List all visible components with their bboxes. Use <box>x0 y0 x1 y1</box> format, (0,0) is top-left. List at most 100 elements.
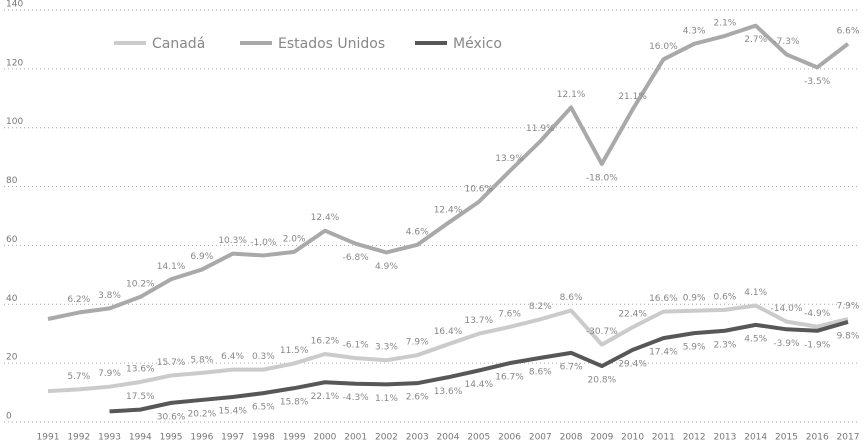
x-tick-label: 2000 <box>313 433 336 443</box>
data-label: 2.3% <box>713 340 736 350</box>
y-tick-label: 20 <box>6 353 18 363</box>
data-label: 14.1% <box>157 262 186 272</box>
data-label: 1.1% <box>375 394 398 404</box>
data-label: 12.4% <box>311 213 340 223</box>
x-tick-label: 2010 <box>621 433 644 443</box>
data-label: 2.6% <box>406 393 429 403</box>
x-tick-label: 2011 <box>652 433 675 443</box>
data-label: 16.0% <box>649 42 678 52</box>
x-tick-label: 2009 <box>590 433 613 443</box>
x-tick-label: 2003 <box>406 433 429 443</box>
data-label: -3.9% <box>773 339 800 349</box>
data-label: 7.9% <box>837 302 860 312</box>
data-label: 3.3% <box>375 343 398 353</box>
data-label: -6.8% <box>343 253 370 263</box>
data-label: 29.4% <box>618 359 647 369</box>
x-tick-label: 2013 <box>713 433 736 443</box>
data-label: 22.1% <box>311 392 340 402</box>
series-line <box>47 303 849 394</box>
data-label: 9.8% <box>837 331 860 341</box>
y-tick-label: 140 <box>6 0 23 10</box>
data-label: 4.6% <box>406 227 429 237</box>
data-label: 6.4% <box>221 352 244 362</box>
data-label: 17.5% <box>126 392 155 402</box>
data-label: 0.3% <box>252 352 275 362</box>
data-label: 12.4% <box>434 206 463 216</box>
data-label: 15.8% <box>280 398 309 408</box>
y-tick-label: 80 <box>6 176 18 186</box>
data-label: 7.9% <box>98 369 121 379</box>
data-label: 22.4% <box>618 310 647 320</box>
x-tick-label: 2005 <box>467 433 490 443</box>
data-label: 8.6% <box>560 293 583 303</box>
x-tick-label: 1996 <box>190 433 213 443</box>
legend-label: Canadá <box>152 36 205 52</box>
data-label: 0.9% <box>683 293 706 303</box>
legend-label: Estados Unidos <box>278 36 385 52</box>
data-label: 10.2% <box>126 279 155 289</box>
x-tick-label: 2015 <box>775 433 798 443</box>
y-tick-label: 120 <box>6 58 23 68</box>
x-tick-label: 2017 <box>837 433 860 443</box>
data-label: -7.3% <box>773 37 800 47</box>
data-label: -1.0% <box>250 238 277 248</box>
data-label: 6.7% <box>560 362 583 372</box>
data-label: 21.1% <box>618 92 647 102</box>
data-label: 10.3% <box>218 236 247 246</box>
x-tick-label: 1994 <box>129 433 152 443</box>
data-label: 13.7% <box>464 316 493 326</box>
data-label: 11.5% <box>280 346 309 356</box>
data-label: 2.0% <box>283 234 306 244</box>
data-label: -18.0% <box>586 173 618 183</box>
data-label: 12.1% <box>557 90 586 100</box>
data-label: 5.9% <box>683 343 706 353</box>
y-tick-label: 60 <box>6 235 18 245</box>
data-label: 5.7% <box>67 372 90 382</box>
x-tick-label: 1998 <box>252 433 275 443</box>
data-label: 8.6% <box>529 367 552 377</box>
data-label: 16.7% <box>495 373 524 383</box>
data-label: 2.1% <box>713 18 736 28</box>
data-label: 30.6% <box>157 412 186 422</box>
data-label: 7.6% <box>498 309 521 319</box>
x-tick-label: 2008 <box>560 433 583 443</box>
data-label: 4.1% <box>744 288 767 298</box>
data-label: 17.4% <box>649 348 678 358</box>
data-label: 4.5% <box>744 334 767 344</box>
x-tick-label: 2014 <box>744 433 767 443</box>
data-label: 6.6% <box>837 26 860 36</box>
data-label: 11.9% <box>526 124 555 134</box>
data-label: 4.9% <box>375 262 398 272</box>
x-tick-label: 1992 <box>67 433 90 443</box>
data-label: 10.6% <box>464 184 493 194</box>
data-label: 5.8% <box>190 355 213 365</box>
data-label: 4.3% <box>683 26 706 36</box>
data-label: 16.6% <box>649 294 678 304</box>
x-tick-label: 2007 <box>529 433 552 443</box>
data-label: 15.4% <box>218 406 247 416</box>
y-tick-label: 40 <box>6 294 18 304</box>
data-label: -3.5% <box>804 77 831 87</box>
y-tick-label: 100 <box>6 117 23 127</box>
data-label: 13.9% <box>495 154 524 164</box>
data-label: 13.6% <box>126 364 155 374</box>
x-tick-label: 1997 <box>221 433 244 443</box>
data-label: 20.8% <box>588 376 617 386</box>
data-label: 16.4% <box>434 327 463 337</box>
data-label: 16.2% <box>311 337 340 347</box>
x-tick-label: 2004 <box>437 433 460 443</box>
x-tick-label: 2016 <box>806 433 829 443</box>
data-label: 7.9% <box>406 338 429 348</box>
data-label: 3.8% <box>98 291 121 301</box>
data-label: 6.9% <box>190 252 213 262</box>
x-tick-label: 2002 <box>375 433 398 443</box>
data-label: -1.9% <box>804 340 831 350</box>
x-tick-label: 2012 <box>683 433 706 443</box>
data-label: 6.2% <box>67 295 90 305</box>
x-tick-label: 1995 <box>160 433 183 443</box>
data-label: 15.7% <box>157 358 186 368</box>
x-tick-label: 2001 <box>344 433 367 443</box>
data-label: -4.3% <box>343 393 370 403</box>
data-label: -6.1% <box>343 341 370 351</box>
